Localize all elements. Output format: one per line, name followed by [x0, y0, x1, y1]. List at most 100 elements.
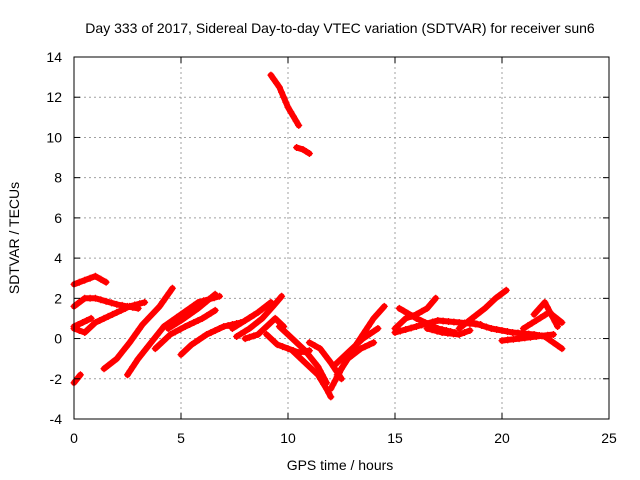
data-point — [168, 322, 176, 330]
data-point — [329, 381, 337, 389]
data-point — [84, 325, 92, 333]
data-point — [91, 319, 99, 326]
data-point — [460, 321, 467, 329]
data-point — [341, 359, 349, 367]
data-point — [271, 314, 279, 322]
data-point — [336, 367, 344, 375]
data-point — [428, 326, 436, 334]
data-point — [263, 331, 271, 338]
data-point — [203, 331, 211, 338]
data-point — [455, 325, 463, 332]
data-point — [301, 347, 309, 355]
data-point — [377, 306, 385, 314]
data-point — [258, 327, 266, 334]
data-point — [380, 302, 388, 310]
data-point — [527, 333, 534, 341]
data-point — [528, 319, 536, 327]
data-point — [373, 310, 381, 318]
data-point — [293, 144, 301, 151]
data-point — [145, 313, 153, 321]
data-point — [287, 108, 295, 116]
data-point — [81, 329, 89, 336]
data-point — [370, 314, 378, 322]
series-arc-12 — [233, 292, 286, 340]
data-point — [116, 351, 124, 359]
data-point — [139, 321, 146, 328]
data-point — [466, 327, 474, 334]
data-point — [288, 335, 296, 343]
data-point — [199, 333, 207, 341]
data-point — [308, 355, 315, 363]
data-point — [455, 331, 463, 338]
series-arc-16 — [293, 144, 313, 157]
data-point — [314, 363, 322, 371]
series-arc-31 — [530, 298, 562, 330]
data-point — [181, 307, 189, 315]
data-point — [534, 306, 542, 314]
data-point — [228, 325, 236, 332]
x-tick-label: 10 — [280, 430, 296, 446]
data-point — [104, 361, 112, 369]
y-tick-label: 2 — [54, 290, 62, 306]
data-point — [279, 343, 287, 351]
data-point — [254, 318, 262, 326]
data-point — [159, 338, 167, 346]
data-point — [364, 323, 372, 330]
data-point — [186, 310, 194, 318]
data-point — [220, 323, 228, 330]
data-point — [177, 317, 185, 324]
data-point — [119, 347, 127, 355]
data-point — [246, 333, 253, 341]
data-point — [168, 284, 176, 292]
data-point — [241, 335, 249, 343]
data-point — [545, 336, 553, 344]
data-point — [524, 322, 532, 330]
y-tick-label: 6 — [54, 210, 62, 226]
data-point — [150, 335, 158, 343]
data-point — [275, 323, 283, 330]
data-point — [304, 362, 312, 370]
data-point — [194, 317, 202, 324]
data-point — [498, 327, 506, 334]
data-point — [546, 308, 554, 316]
data-point — [292, 117, 300, 125]
data-point — [348, 345, 356, 353]
data-point — [549, 331, 557, 338]
data-point — [166, 331, 174, 338]
data-point — [126, 367, 134, 375]
data-point — [305, 150, 313, 157]
data-point — [355, 338, 363, 346]
x-axis-label: GPS time / hours — [287, 457, 394, 473]
data-point — [224, 322, 232, 329]
series-arc-17 — [275, 323, 330, 387]
data-point — [357, 345, 365, 353]
data-point — [412, 314, 420, 322]
data-point — [311, 359, 319, 367]
data-point — [237, 319, 245, 327]
data-point — [438, 329, 446, 336]
data-point — [285, 332, 293, 339]
data-point — [468, 319, 476, 326]
data-point — [142, 317, 150, 325]
data-point — [407, 324, 415, 332]
data-point — [237, 330, 245, 338]
data-point — [503, 328, 511, 335]
data-point — [207, 329, 215, 336]
data-point — [288, 347, 296, 355]
data-point — [320, 380, 328, 388]
series-arc-27 — [455, 286, 510, 332]
data-point — [74, 321, 82, 328]
data-point — [488, 298, 496, 306]
data-point — [126, 339, 134, 347]
data-point — [181, 323, 189, 330]
data-point — [113, 300, 121, 308]
data-point — [493, 326, 501, 333]
data-point — [190, 301, 198, 309]
data-point — [149, 310, 157, 318]
data-point — [75, 327, 83, 334]
data-point — [246, 314, 253, 322]
data-point — [362, 327, 370, 334]
data-point — [370, 327, 378, 335]
data-point — [173, 319, 181, 327]
data-point — [314, 371, 322, 379]
